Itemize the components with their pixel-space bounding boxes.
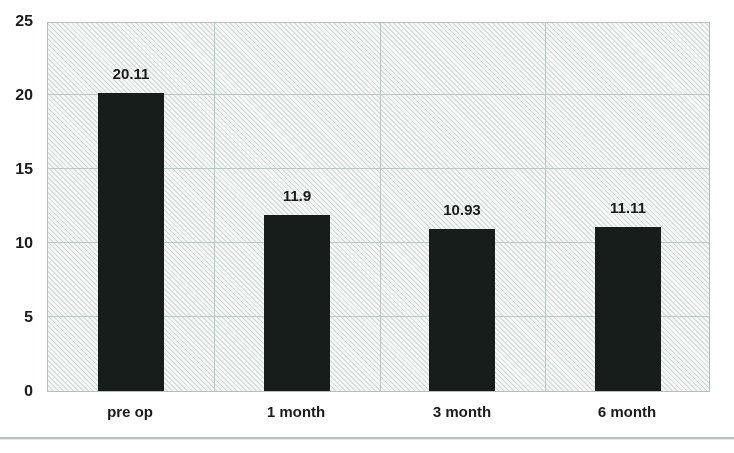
bar-value-label: 11.9 xyxy=(282,188,312,205)
chart-plot-area: 20.11 11.9 10.93 11.11 xyxy=(47,22,710,392)
figure-bottom-rule xyxy=(0,437,734,440)
x-tick-label: 6 month xyxy=(597,404,657,421)
y-tick-label: 20 xyxy=(15,87,33,104)
h-gridline xyxy=(48,242,709,243)
h-gridline xyxy=(48,316,709,317)
bar-value-label: 20.11 xyxy=(112,66,150,83)
bar-pre-op xyxy=(98,93,164,391)
h-gridline xyxy=(48,94,709,95)
x-tick-label: 1 month xyxy=(266,404,326,421)
bar-6-month xyxy=(595,227,661,391)
y-tick-label: 15 xyxy=(15,161,33,178)
bar-value-label: 11.11 xyxy=(610,200,646,217)
bar-3-month xyxy=(429,229,495,391)
x-tick-label: pre op xyxy=(107,404,153,421)
bar-value-label: 10.93 xyxy=(443,202,481,219)
h-gridline xyxy=(48,168,709,169)
y-tick-label: 25 xyxy=(15,13,33,30)
y-tick-label: 0 xyxy=(24,383,33,400)
v-gridline xyxy=(380,23,381,391)
bar-1-month xyxy=(264,215,330,391)
y-tick-label: 10 xyxy=(15,235,33,252)
y-tick-label: 5 xyxy=(24,309,33,326)
v-gridline xyxy=(545,23,546,391)
x-tick-label: 3 month xyxy=(432,404,492,421)
v-gridline xyxy=(214,23,215,391)
